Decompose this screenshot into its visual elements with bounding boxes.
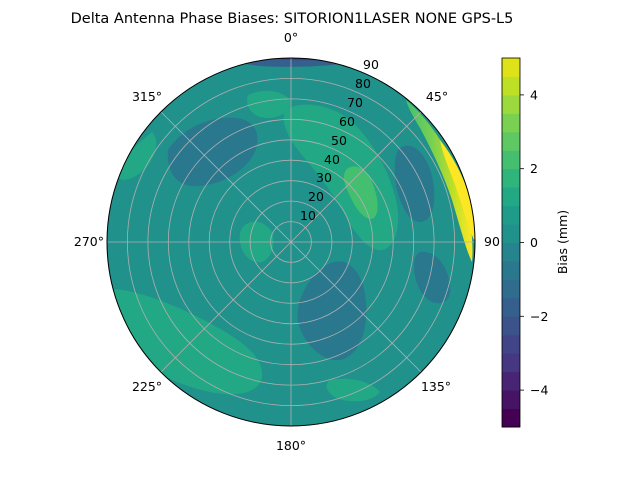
radial-tick-90: 90 (363, 57, 379, 72)
region-lower-right-high (326, 378, 380, 402)
theta-tick-labels: 0° 45° 90 135° 180° 225° 270° 315° (74, 30, 500, 453)
colorbar-tick-label: 2 (530, 161, 538, 176)
radial-tick-30: 30 (316, 170, 332, 185)
region-east-rim-top (440, 140, 475, 240)
theta-tick-270: 270° (74, 234, 104, 249)
region-upper-left-high (247, 90, 291, 118)
colorbar-band (502, 279, 520, 299)
theta-tick-135: 135° (421, 379, 451, 394)
colorbar-label: Bias (mm) (555, 210, 570, 274)
region-upper-left-low (167, 117, 258, 187)
grid-spoke-135 (290, 241, 422, 373)
colorbar-band (502, 316, 520, 336)
colorbar-band (502, 150, 520, 170)
colorbar-band (502, 113, 520, 133)
region-lower-center-low (297, 261, 367, 361)
colorbar-band (502, 224, 520, 243)
radial-tick-40: 40 (324, 152, 340, 167)
chart-title: Delta Antenna Phase Biases: SITORION1LAS… (71, 11, 514, 27)
colorbar-tick-label: 0 (530, 235, 538, 250)
colorbar-band (502, 297, 520, 317)
colorbar-band (502, 131, 520, 151)
radial-tick-labels: 10 20 30 40 50 60 70 80 90 (300, 57, 379, 223)
region-lower-left-high (107, 288, 263, 395)
colorbar-band (502, 334, 520, 354)
colorbar-band (502, 187, 520, 207)
colorbar-band (502, 76, 520, 96)
colorbar-band (502, 353, 520, 373)
radial-tick-50: 50 (331, 133, 347, 148)
colorbar-bands (502, 58, 520, 428)
colorbar-band (502, 242, 520, 262)
theta-tick-90: 90 (484, 234, 500, 249)
region-east-low (394, 145, 435, 222)
theta-tick-315: 315° (132, 89, 162, 104)
radial-tick-20: 20 (308, 189, 324, 204)
region-east-low-2 (414, 251, 451, 304)
colorbar-band (502, 205, 520, 225)
colorbar-band (502, 168, 520, 188)
region-upper-right-peak (343, 166, 378, 219)
radial-tick-80: 80 (355, 76, 371, 91)
colorbar-tick-label: −4 (530, 383, 548, 398)
colorbar-tick-label: −2 (530, 309, 548, 324)
colorbar-ticks: 4 2 0 −2 −4 (520, 87, 548, 398)
colorbar-tick-label: 4 (530, 87, 538, 102)
colorbar-band (502, 408, 520, 428)
grid-spoke-45 (290, 111, 422, 243)
theta-tick-225: 225° (132, 379, 162, 394)
colorbar-band (502, 94, 520, 114)
grid-spoke-315 (160, 111, 292, 243)
polar-frame (106, 57, 476, 427)
colorbar-band (502, 390, 520, 410)
theta-tick-0: 0° (284, 30, 298, 45)
radial-tick-60: 60 (339, 114, 355, 129)
colorbar-band (502, 371, 520, 391)
colorbar-band (502, 58, 520, 77)
polar-grid (107, 58, 475, 426)
colorbar: 4 2 0 −2 −4 Bias (mm) (501, 57, 570, 428)
grid-spoke-225 (160, 241, 292, 373)
theta-tick-180: 180° (276, 438, 306, 453)
colorbar-band (502, 260, 520, 280)
radial-tick-70: 70 (347, 95, 363, 110)
theta-tick-45: 45° (426, 89, 448, 104)
radial-tick-10: 10 (300, 208, 316, 223)
